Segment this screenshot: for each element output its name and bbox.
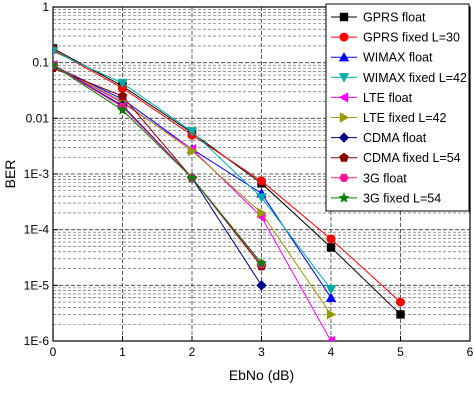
legend-marker	[339, 152, 349, 162]
legend: GPRS float GPRS fixed L=30 WIMAX float WIMA…	[325, 3, 470, 212]
data-point-lte-float	[325, 335, 336, 341]
legend-label: 3G float	[363, 171, 407, 185]
legend-item: WIMAX fixed L=42	[331, 71, 467, 85]
legend-label: GPRS fixed L=30	[363, 31, 460, 45]
x-axis-label: EbNo (dB)	[229, 367, 294, 383]
legend-marker	[338, 132, 350, 143]
data-point-wimax-fixed-l-42	[117, 78, 128, 89]
legend-item: CDMA float	[331, 131, 427, 145]
legend-marker	[339, 32, 349, 42]
x-tick-label: 4	[328, 345, 335, 359]
x-tick-label: 5	[397, 345, 404, 359]
legend-item: GPRS fixed L=30	[331, 31, 460, 45]
x-tick-label: 2	[189, 345, 196, 359]
data-point-wimax-fixed-l-42	[53, 47, 59, 57]
data-point-wimax-float	[325, 292, 337, 302]
series-3g-fixed-l-54	[53, 59, 267, 268]
legend-marker	[338, 92, 349, 103]
series-line-3g-fixed-l-54	[53, 64, 262, 264]
y-tick-label: 1E-6	[24, 334, 50, 348]
legend-marker	[339, 173, 349, 182]
data-point-cdma-fixed-l-54	[117, 91, 128, 101]
data-point-gprs-float	[396, 310, 405, 319]
data-point-3g-fixed-l-54	[256, 257, 267, 268]
series-line-gprs-fixed-l-30	[53, 49, 401, 303]
legend-label: 3G fixed L=54	[363, 191, 441, 205]
legend-item: LTE float	[331, 91, 413, 105]
series-line-cdma-float	[53, 64, 262, 286]
y-tick-label: 1E-5	[24, 278, 50, 292]
data-point-lte-fixed-l-42	[257, 207, 267, 219]
x-tick-label: 0	[50, 345, 57, 359]
legend-marker	[338, 192, 350, 203]
data-point-cdma-float	[256, 280, 267, 291]
data-point-lte-fixed-l-42	[326, 309, 337, 320]
data-point-3g-fixed-l-54	[186, 172, 198, 183]
data-point-gprs-fixed-l-30	[257, 176, 266, 186]
legend-item: LTE fixed L=42	[331, 111, 447, 125]
legend-item: 3G fixed L=54	[331, 191, 441, 205]
y-tick-label: 0.01	[26, 111, 50, 125]
y-tick-label: 0.1	[32, 56, 49, 70]
legend-box	[325, 3, 470, 212]
data-point-3g-fixed-l-54	[53, 59, 59, 70]
legend-marker	[339, 112, 350, 123]
legend-label: LTE fixed L=42	[363, 111, 447, 125]
legend-label: CDMA fixed L=54	[363, 151, 461, 165]
legend-item: WIMAX float	[331, 51, 433, 65]
series-gprs-fixed-l-30	[53, 45, 405, 307]
y-tick-label: 1	[42, 0, 49, 14]
legend-marker	[338, 52, 350, 62]
data-point-wimax-fixed-l-42	[325, 285, 337, 295]
legend-item: GPRS float	[331, 11, 426, 25]
data-point-3g-fixed-l-54	[117, 104, 128, 115]
x-tick-label: 3	[258, 345, 265, 359]
legend-label: WIMAX fixed L=42	[363, 71, 467, 85]
series-line-cdma-fixed-l-54	[53, 67, 262, 267]
x-tick-label: 6	[467, 345, 474, 359]
legend-item: 3G float	[331, 171, 407, 185]
legend-label: LTE float	[363, 91, 413, 105]
series-line-3g-float	[53, 64, 262, 265]
series-3g-float	[53, 61, 267, 269]
y-tick-label: 1E-4	[24, 223, 50, 237]
legend-label: GPRS float	[363, 11, 426, 25]
series-wimax-fixed-l-42	[53, 47, 337, 295]
legend-label: CDMA float	[363, 131, 427, 145]
legend-item: CDMA fixed L=54	[331, 151, 461, 165]
legend-label: WIMAX float	[363, 51, 433, 65]
y-axis-label: BER	[2, 160, 18, 189]
data-point-gprs-fixed-l-30	[396, 297, 405, 307]
data-point-wimax-fixed-l-42	[256, 193, 267, 203]
data-point-gprs-fixed-l-30	[326, 234, 336, 244]
series-group	[53, 44, 405, 341]
legend-marker	[338, 73, 350, 83]
x-tick-label: 1	[119, 345, 126, 359]
data-point-gprs-float	[326, 243, 336, 252]
series-lte-fixed-l-42	[53, 62, 337, 320]
data-point-lte-fixed-l-42	[187, 145, 198, 157]
y-tick-label: 1E-3	[24, 167, 50, 181]
data-point-wimax-fixed-l-42	[186, 127, 198, 137]
axis-ticks: 0 1 2 3 4 5 6 1 0.1 0.01 1E-3 1E-4 1E-5 1E-6	[24, 0, 474, 359]
legend-marker	[339, 12, 349, 22]
series-cdma-fixed-l-54	[53, 63, 267, 271]
